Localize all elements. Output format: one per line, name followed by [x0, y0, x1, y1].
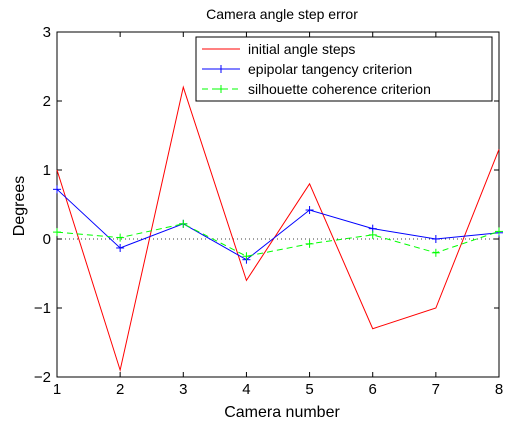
x-tick-label: 3: [179, 381, 187, 398]
x-tick-label: 7: [432, 381, 440, 398]
y-tick-label: 2: [43, 93, 51, 110]
series-2-point: [53, 185, 61, 194]
series-3-point: [368, 230, 377, 239]
series-line-3: [56, 223, 500, 257]
y-axis-label: Degrees: [11, 176, 28, 236]
series-2-point: [305, 206, 314, 215]
y-tick-label: −1: [34, 300, 51, 317]
series-2-point: [116, 243, 125, 252]
series-3-point: [305, 239, 314, 248]
series-3-point: [53, 228, 61, 237]
x-tick-label: 2: [116, 381, 124, 398]
series-line-2: [56, 188, 500, 261]
legend-box: [195, 36, 493, 102]
series-line-1: [56, 85, 500, 373]
y-tick-label: −2: [34, 369, 51, 386]
legend-label: epipolar tangency criterion: [248, 61, 412, 77]
series-3-point: [242, 252, 251, 261]
x-tick-label: 4: [242, 381, 250, 398]
x-tick-label: 6: [369, 381, 377, 398]
series-2-point: [431, 235, 440, 243]
y-tick-label: 0: [43, 231, 51, 248]
x-tick-label: 8: [495, 381, 503, 398]
series-3-point: [179, 219, 188, 228]
x-tick-label: 1: [53, 381, 61, 398]
legend-label: silhouette coherence criterion: [248, 81, 431, 97]
y-tick-label: 1: [43, 162, 51, 179]
x-axis-label: Camera number: [224, 404, 340, 421]
chart-title: Camera angle step error: [206, 6, 358, 22]
legend-label: initial angle steps: [248, 41, 355, 57]
legend-marker: [217, 85, 225, 93]
legend-marker: [217, 65, 225, 73]
series-3-point: [495, 227, 503, 236]
series-3-point: [116, 233, 125, 242]
series-3-point: [431, 248, 440, 257]
x-tick-label: 5: [305, 381, 313, 398]
y-tick-label: 3: [43, 24, 51, 41]
